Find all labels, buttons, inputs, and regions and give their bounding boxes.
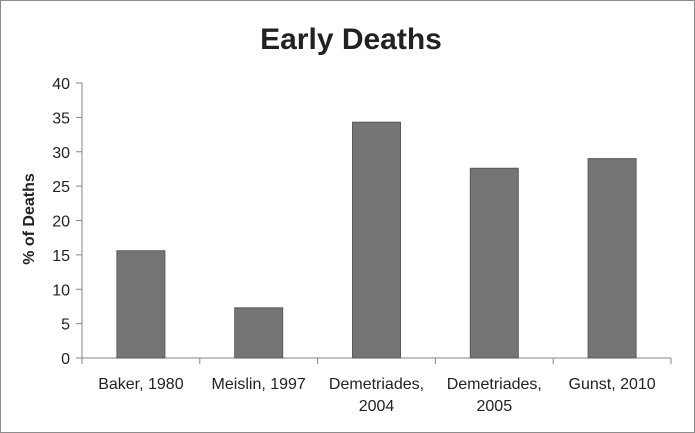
y-tick-label: 25 <box>52 179 70 196</box>
bar <box>352 121 401 359</box>
x-tick-label: Gunst, 2010 <box>569 376 656 393</box>
chart-title: Early Deaths <box>260 23 442 56</box>
x-tick-label: Demetriades, 2005 <box>447 376 542 415</box>
y-tick-label: 5 <box>61 317 70 334</box>
y-tick-label: 10 <box>52 282 70 299</box>
bar <box>116 250 166 359</box>
y-tick-label: 0 <box>61 351 70 368</box>
y-tick-label: 20 <box>52 214 70 231</box>
bar <box>469 167 519 359</box>
y-tick-label: 40 <box>52 76 70 93</box>
y-tick-label: 35 <box>52 110 70 127</box>
plot-area: 0 5 10 15 20 25 30 35 40 Baker, 1980 Meislin, 1997… <box>52 76 672 415</box>
x-tick-label: Baker, 1980 <box>98 376 184 393</box>
y-axis-label: % of Deaths <box>21 173 38 265</box>
y-tick-label: 15 <box>52 248 70 265</box>
bar <box>234 307 284 359</box>
x-tick-label: Meislin, 1997 <box>212 376 306 393</box>
x-tick-label: Demetriades, 2004 <box>329 376 424 415</box>
y-tick-label: 30 <box>52 145 70 162</box>
bar <box>587 158 637 359</box>
